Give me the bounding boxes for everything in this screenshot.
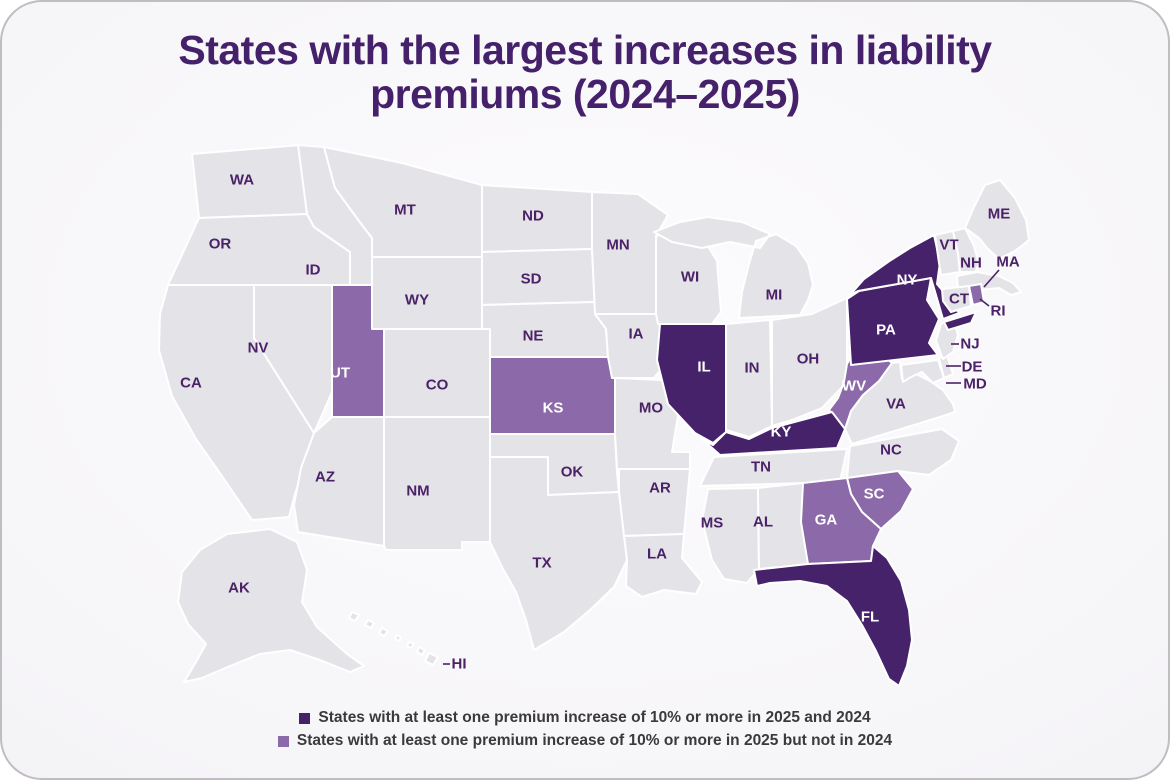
state-CO xyxy=(383,328,491,418)
state-label-IL: IL xyxy=(697,359,710,376)
state-IN xyxy=(725,319,773,438)
ri-line xyxy=(979,298,990,307)
state-FL xyxy=(753,545,913,687)
state-label-IA: IA xyxy=(629,326,644,343)
state-label-RI: RI xyxy=(991,303,1006,320)
state-label-MT: MT xyxy=(394,202,416,219)
state-label-TX: TX xyxy=(532,555,551,572)
state-label-CT: CT xyxy=(949,291,969,308)
state-label-WI: WI xyxy=(681,269,699,286)
state-label-ND: ND xyxy=(522,208,544,225)
state-NH xyxy=(952,227,980,273)
legend-row-both-years: States with at least one premium increas… xyxy=(299,709,871,727)
state-KS xyxy=(489,356,616,435)
state-NM xyxy=(383,416,491,551)
state-MD xyxy=(900,359,945,384)
state-TX xyxy=(489,456,628,651)
page-title: States with the largest increases in lia… xyxy=(2,28,1168,117)
state-NV xyxy=(253,284,333,434)
state-AK xyxy=(177,528,365,683)
callout-lines-group xyxy=(443,269,1000,665)
title-line-2: premiums (2024–2025) xyxy=(370,71,800,118)
state-AZ xyxy=(293,416,385,547)
legend-row-2025-only: States with at least one premium increas… xyxy=(277,732,893,750)
state-label-NH: NH xyxy=(960,255,982,272)
state-label-MA: MA xyxy=(996,254,1019,271)
state-label-PA: PA xyxy=(876,322,896,339)
state-label-VT: VT xyxy=(939,237,958,254)
state-label-AL: AL xyxy=(753,514,773,531)
state-HI xyxy=(348,611,439,666)
state-label-NY: NY xyxy=(897,272,918,289)
state-label-WY: WY xyxy=(405,292,429,309)
states-group xyxy=(158,144,1030,687)
state-OH xyxy=(771,297,848,427)
state-label-OK: OK xyxy=(561,464,584,481)
state-label-GA: GA xyxy=(815,512,838,529)
state-label-MS: MS xyxy=(701,515,724,532)
state-LA xyxy=(623,533,703,598)
state-label-MN: MN xyxy=(606,237,629,254)
state-label-MD: MD xyxy=(963,376,986,393)
state-label-OR: OR xyxy=(209,236,232,253)
state-label-ID: ID xyxy=(306,262,321,279)
state-label-AR: AR xyxy=(649,480,671,497)
title-line-1: States with the largest increases in lia… xyxy=(178,27,992,73)
state-GA xyxy=(800,477,882,565)
state-label-WA: WA xyxy=(230,172,254,189)
state-label-NC: NC xyxy=(880,442,902,459)
state-label-CO: CO xyxy=(426,377,449,394)
state-label-NV: NV xyxy=(248,340,269,357)
state-label-AK: AK xyxy=(228,580,250,597)
state-label-FL: FL xyxy=(861,609,879,626)
legend-label-2025-only: States with at least one premium increas… xyxy=(296,732,893,749)
state-label-NJ: NJ xyxy=(960,336,979,353)
state-labels-group: WA OR CA NV ID MT WY UT AZ CO NM ND SD NE KS OK TX MN IA MO… xyxy=(180,172,1020,673)
state-label-SD: SD xyxy=(521,271,542,288)
state-label-KY: KY xyxy=(771,424,792,441)
legend: States with at least one premium increas… xyxy=(2,709,1168,750)
state-label-WV: WV xyxy=(842,378,866,395)
state-ME xyxy=(964,179,1030,260)
state-MI xyxy=(653,216,814,319)
legend-swatch-medium xyxy=(277,735,289,747)
state-label-LA: LA xyxy=(647,546,667,563)
state-label-NE: NE xyxy=(523,328,544,345)
state-label-DE: DE xyxy=(962,359,983,376)
state-label-CA: CA xyxy=(180,375,202,392)
state-label-SC: SC xyxy=(864,486,885,503)
state-label-IN: IN xyxy=(745,360,760,377)
state-label-VA: VA xyxy=(886,396,906,413)
state-label-MO: MO xyxy=(639,400,663,417)
state-MS xyxy=(701,487,760,584)
ma-line xyxy=(983,269,1000,288)
state-IL xyxy=(656,323,727,444)
state-label-ME: ME xyxy=(988,206,1011,223)
state-NY xyxy=(849,234,977,331)
state-NE xyxy=(481,301,609,358)
legend-swatch-dark xyxy=(299,712,311,724)
state-label-NM: NM xyxy=(406,483,429,500)
state-label-AZ: AZ xyxy=(315,469,335,486)
state-label-MI: MI xyxy=(766,287,783,304)
state-label-TN: TN xyxy=(751,459,771,476)
state-label-OH: OH xyxy=(797,351,820,368)
state-CT xyxy=(941,285,972,313)
state-label-HI: HI xyxy=(452,656,467,673)
state-label-KS: KS xyxy=(543,400,564,417)
state-label-UT: UT xyxy=(330,365,350,382)
legend-label-both-years: States with at least one premium increas… xyxy=(318,709,871,726)
